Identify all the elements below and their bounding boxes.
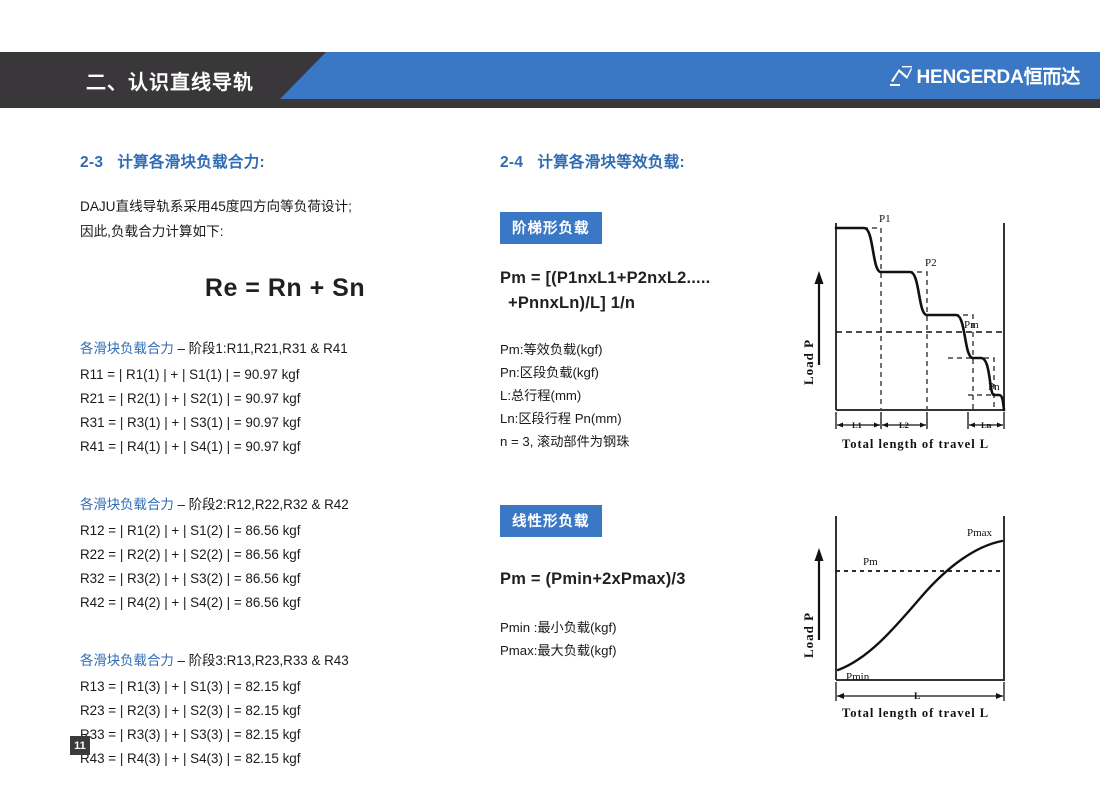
linear-load-formula: Pm = (Pmin+2xPmax)/3: [500, 570, 686, 588]
stepped-load-legend: Pm:等效负载(kgf) Pn:区段负载(kgf) L:总行程(mm) Ln:区…: [500, 338, 710, 453]
calc-block-stage-2: 各滑块负载合力 – 阶段2:R12,R22,R32 & R42 R12 = | …: [80, 493, 480, 615]
calc-row: R32 = | R3(2) | + | S3(2) | = 86.56 kgf: [80, 571, 301, 586]
stepped-load-formula: Pm = [(P1nxL1+P2nxL2..... +PnnxLn)/L] 1/…: [500, 266, 710, 316]
calc-row: R42 = | R4(2) | + | S4(2) | = 86.56 kgf: [80, 595, 301, 610]
intro-line-1: DAJU直线导轨系采用45度四方向等负荷设计;: [80, 199, 352, 214]
calc-row: R11 = | R1(1) | + | S1(1) | = 90.97 kgf: [80, 367, 300, 382]
calc-row: R43 = | R4(3) | + | S4(3) | = 82.15 kgf: [80, 751, 301, 766]
brand-logo: HENGERDA恒而达: [888, 52, 1080, 99]
chart2-label-pm: Pm: [863, 556, 878, 568]
chart1-x-axis-label: Total length of travel L: [842, 437, 989, 451]
page-number: 11: [70, 736, 90, 755]
chart1-seg-ln: Ln: [981, 420, 992, 430]
legend-line: L:总行程(mm): [500, 388, 582, 403]
calc-title-rest: – 阶段1:R11,R21,R31 & R41: [177, 341, 348, 356]
chart1-label-p1: P1: [879, 213, 891, 225]
linear-load-badge: 线性形负载: [500, 505, 602, 537]
right-column: 2-4 计算各滑块等效负载: 阶梯形负载 Pm = [(P1nxL1+P2nxL2…: [500, 150, 1060, 720]
header-blue-band: [280, 52, 1100, 99]
page-title: 二、认识直线导轨: [86, 71, 254, 94]
chart2-seg-l: L: [914, 692, 920, 702]
intro-line-2: 因此,负载合力计算如下:: [80, 224, 224, 239]
calc-title-rest: – 阶段2:R12,R22,R32 & R42: [177, 497, 349, 512]
legend-line: Pmax:最大负载(kgf): [500, 643, 617, 658]
calc-row: R22 = | R2(2) | + | S2(2) | = 86.56 kgf: [80, 547, 301, 562]
chart2-label-pmin: Pmin: [846, 671, 870, 683]
stepped-load-block: 阶梯形负载 Pm = [(P1nxL1+P2nxL2..... +PnnxLn)…: [500, 212, 710, 453]
chart1-label-pn: Pn: [988, 381, 1000, 393]
section-heading-2-4: 2-4 计算各滑块等效负载:: [500, 150, 1060, 172]
calc-block-stage-1: 各滑块负载合力 – 阶段1:R11,R21,R31 & R41 R11 = | …: [80, 337, 480, 459]
linear-load-block: 线性形负载 Pm = (Pmin+2xPmax)/3 Pmin :最小负载(kg…: [500, 505, 686, 662]
calc-title-cn: 各滑块负载合力: [80, 341, 174, 356]
section-title: 计算各滑块负载合力:: [117, 154, 265, 171]
section-heading-2-3: 2-3 计算各滑块负载合力:: [80, 150, 480, 172]
stepped-load-chart: Load P P1 P2 Pm P: [800, 205, 1015, 460]
formula-line-2: +PnnxLn)/L] 1/n: [508, 294, 636, 312]
chart1-label-p2: P2: [925, 257, 937, 269]
calc-row: R33 = | R3(3) | + | S3(3) | = 82.15 kgf: [80, 727, 301, 742]
section-number: 2-4: [500, 154, 524, 171]
stepped-load-badge: 阶梯形负载: [500, 212, 602, 244]
calc-title-cn: 各滑块负载合力: [80, 497, 174, 512]
legend-line: Pn:区段负载(kgf): [500, 365, 599, 380]
calc-title-cn: 各滑块负载合力: [80, 653, 174, 668]
linear-load-chart: Load P Pm Pmin Pmax: [800, 508, 1015, 728]
calc-title-rest: – 阶段3:R13,R23,R33 & R43: [177, 653, 349, 668]
chart2-label-pmax: Pmax: [967, 527, 993, 539]
chart1-y-axis-label: Load P: [801, 271, 824, 385]
chart1-label-pm: Pm: [964, 319, 979, 331]
legend-line: Pm:等效负载(kgf): [500, 342, 603, 357]
chart1-seg-l1: L1: [852, 420, 862, 430]
legend-line: n = 3, 滚动部件为钢珠: [500, 434, 630, 449]
brand-name: HENGERDA恒而达: [916, 67, 1080, 88]
left-column: 2-3 计算各滑块负载合力: DAJU直线导轨系采用45度四方向等负荷设计; 因此…: [80, 150, 480, 771]
section-number: 2-3: [80, 154, 104, 171]
calc-row: R41 = | R4(1) | + | S4(1) | = 90.97 kgf: [80, 439, 301, 454]
main-formula: Re = Rn + Sn: [204, 274, 366, 302]
calc-row: R31 = | R3(1) | + | S3(1) | = 90.97 kgf: [80, 415, 301, 430]
calc-row: R12 = | R1(2) | + | S1(2) | = 86.56 kgf: [80, 523, 301, 538]
legend-line: Ln:区段行程 Pn(mm): [500, 411, 622, 426]
legend-line: Pmin :最小负载(kgf): [500, 620, 617, 635]
section-title: 计算各滑块等效负载:: [537, 154, 685, 171]
hengerda-mark-icon: [888, 65, 914, 87]
svg-text:Load P: Load P: [801, 339, 816, 385]
linear-load-legend: Pmin :最小负载(kgf) Pmax:最大负载(kgf): [500, 616, 686, 662]
calc-block-stage-3: 各滑块负载合力 – 阶段3:R13,R23,R33 & R43 R13 = | …: [80, 649, 480, 771]
formula-line-1: Pm = [(P1nxL1+P2nxL2.....: [500, 269, 711, 287]
chart2-x-axis-label: Total length of travel L: [842, 706, 989, 720]
calc-block-title: 各滑块负载合力 – 阶段3:R13,R23,R33 & R43: [80, 649, 480, 673]
calc-row: R23 = | R2(3) | + | S2(3) | = 82.15 kgf: [80, 703, 301, 718]
page-header: 二、认识直线导轨 HENGERDA恒而达: [0, 52, 1100, 108]
calc-row: R13 = | R1(3) | + | S1(3) | = 82.15 kgf: [80, 679, 301, 694]
svg-text:Load P: Load P: [801, 612, 816, 658]
calc-block-title: 各滑块负载合力 – 阶段2:R12,R22,R32 & R42: [80, 493, 480, 517]
calc-block-title: 各滑块负载合力 – 阶段1:R11,R21,R31 & R41: [80, 337, 480, 361]
calc-row: R21 = | R2(1) | + | S2(1) | = 90.97 kgf: [80, 391, 301, 406]
chart1-seg-l2: L2: [899, 420, 909, 430]
chart2-y-axis-label: Load P: [801, 548, 824, 658]
